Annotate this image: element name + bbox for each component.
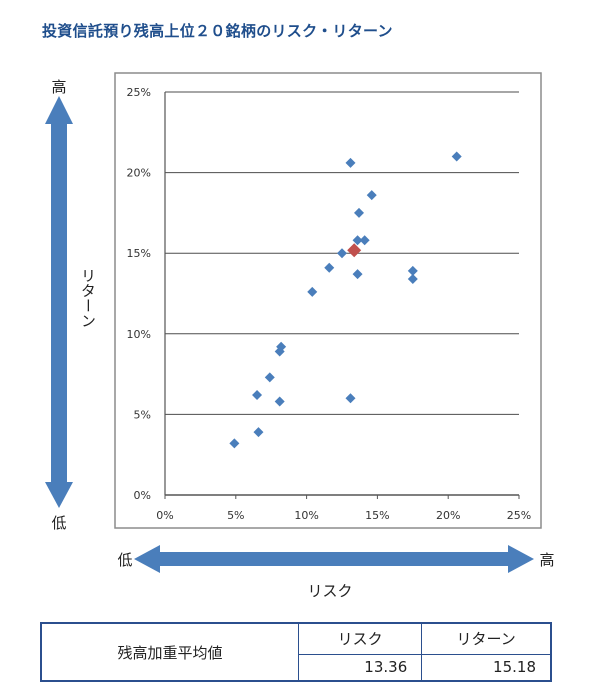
y-tick-label: 15% — [127, 247, 151, 260]
data-point — [276, 341, 287, 352]
y-arrow-low-label: 低 — [51, 514, 66, 532]
y-tick-label: 10% — [127, 328, 151, 341]
y-tick-label: 0% — [134, 489, 151, 502]
x-arrow-low-label: 低 — [117, 551, 132, 569]
data-point — [345, 157, 356, 168]
summary-return-header: リターン — [421, 622, 552, 655]
x-arrow-high-label: 高 — [539, 551, 554, 569]
data-point — [359, 235, 370, 246]
data-point — [407, 265, 418, 276]
summary-return-value: 15.18 — [421, 653, 552, 682]
data-point — [253, 427, 264, 438]
data-point — [451, 151, 462, 162]
x-tick-label: 0% — [156, 509, 173, 522]
y-arrow-high-label: 高 — [51, 78, 66, 96]
data-point — [407, 273, 418, 284]
x-tick-label: 20% — [436, 509, 460, 522]
data-point — [264, 372, 275, 383]
x-tick-label: 10% — [294, 509, 318, 522]
y-tick-label: 25% — [127, 86, 151, 99]
x-axis-arrow — [134, 545, 534, 573]
data-point — [337, 248, 347, 259]
data-point — [324, 262, 335, 273]
x-tick-label: 15% — [365, 509, 389, 522]
data-point — [307, 286, 318, 297]
risk-return-chart: 高 低 リターン 低 高 リスク 0% 5% 10% 15% 20% 25% 0% 5% 10%… — [45, 72, 555, 600]
summary-table: 残高加重平均値 リスク リターン 13.36 15.18 — [40, 622, 552, 682]
x-tick-label: 25% — [507, 509, 531, 522]
data-point — [366, 190, 377, 201]
x-axis-label: リスク — [307, 582, 352, 600]
data-point — [252, 390, 263, 401]
data-point — [352, 269, 363, 280]
summary-risk-header: リスク — [297, 622, 423, 655]
data-point — [352, 235, 363, 246]
data-point — [229, 438, 240, 449]
summary-risk-value: 13.36 — [297, 653, 423, 682]
y-tick-label: 5% — [134, 408, 151, 421]
data-point — [353, 207, 364, 218]
plot-frame — [114, 72, 542, 529]
data-point — [274, 396, 285, 407]
x-tick-label: 5% — [227, 509, 244, 522]
y-tick-label: 20% — [127, 167, 151, 180]
weighted-average-point — [347, 243, 362, 258]
summary-row-label: 残高加重平均値 — [40, 622, 299, 682]
data-point — [345, 393, 356, 404]
y-axis-label: リターン — [79, 268, 97, 328]
y-axis-arrow — [45, 96, 73, 508]
chart-title: 投資信託預り残高上位２０銘柄のリスク・リターン — [42, 22, 393, 40]
